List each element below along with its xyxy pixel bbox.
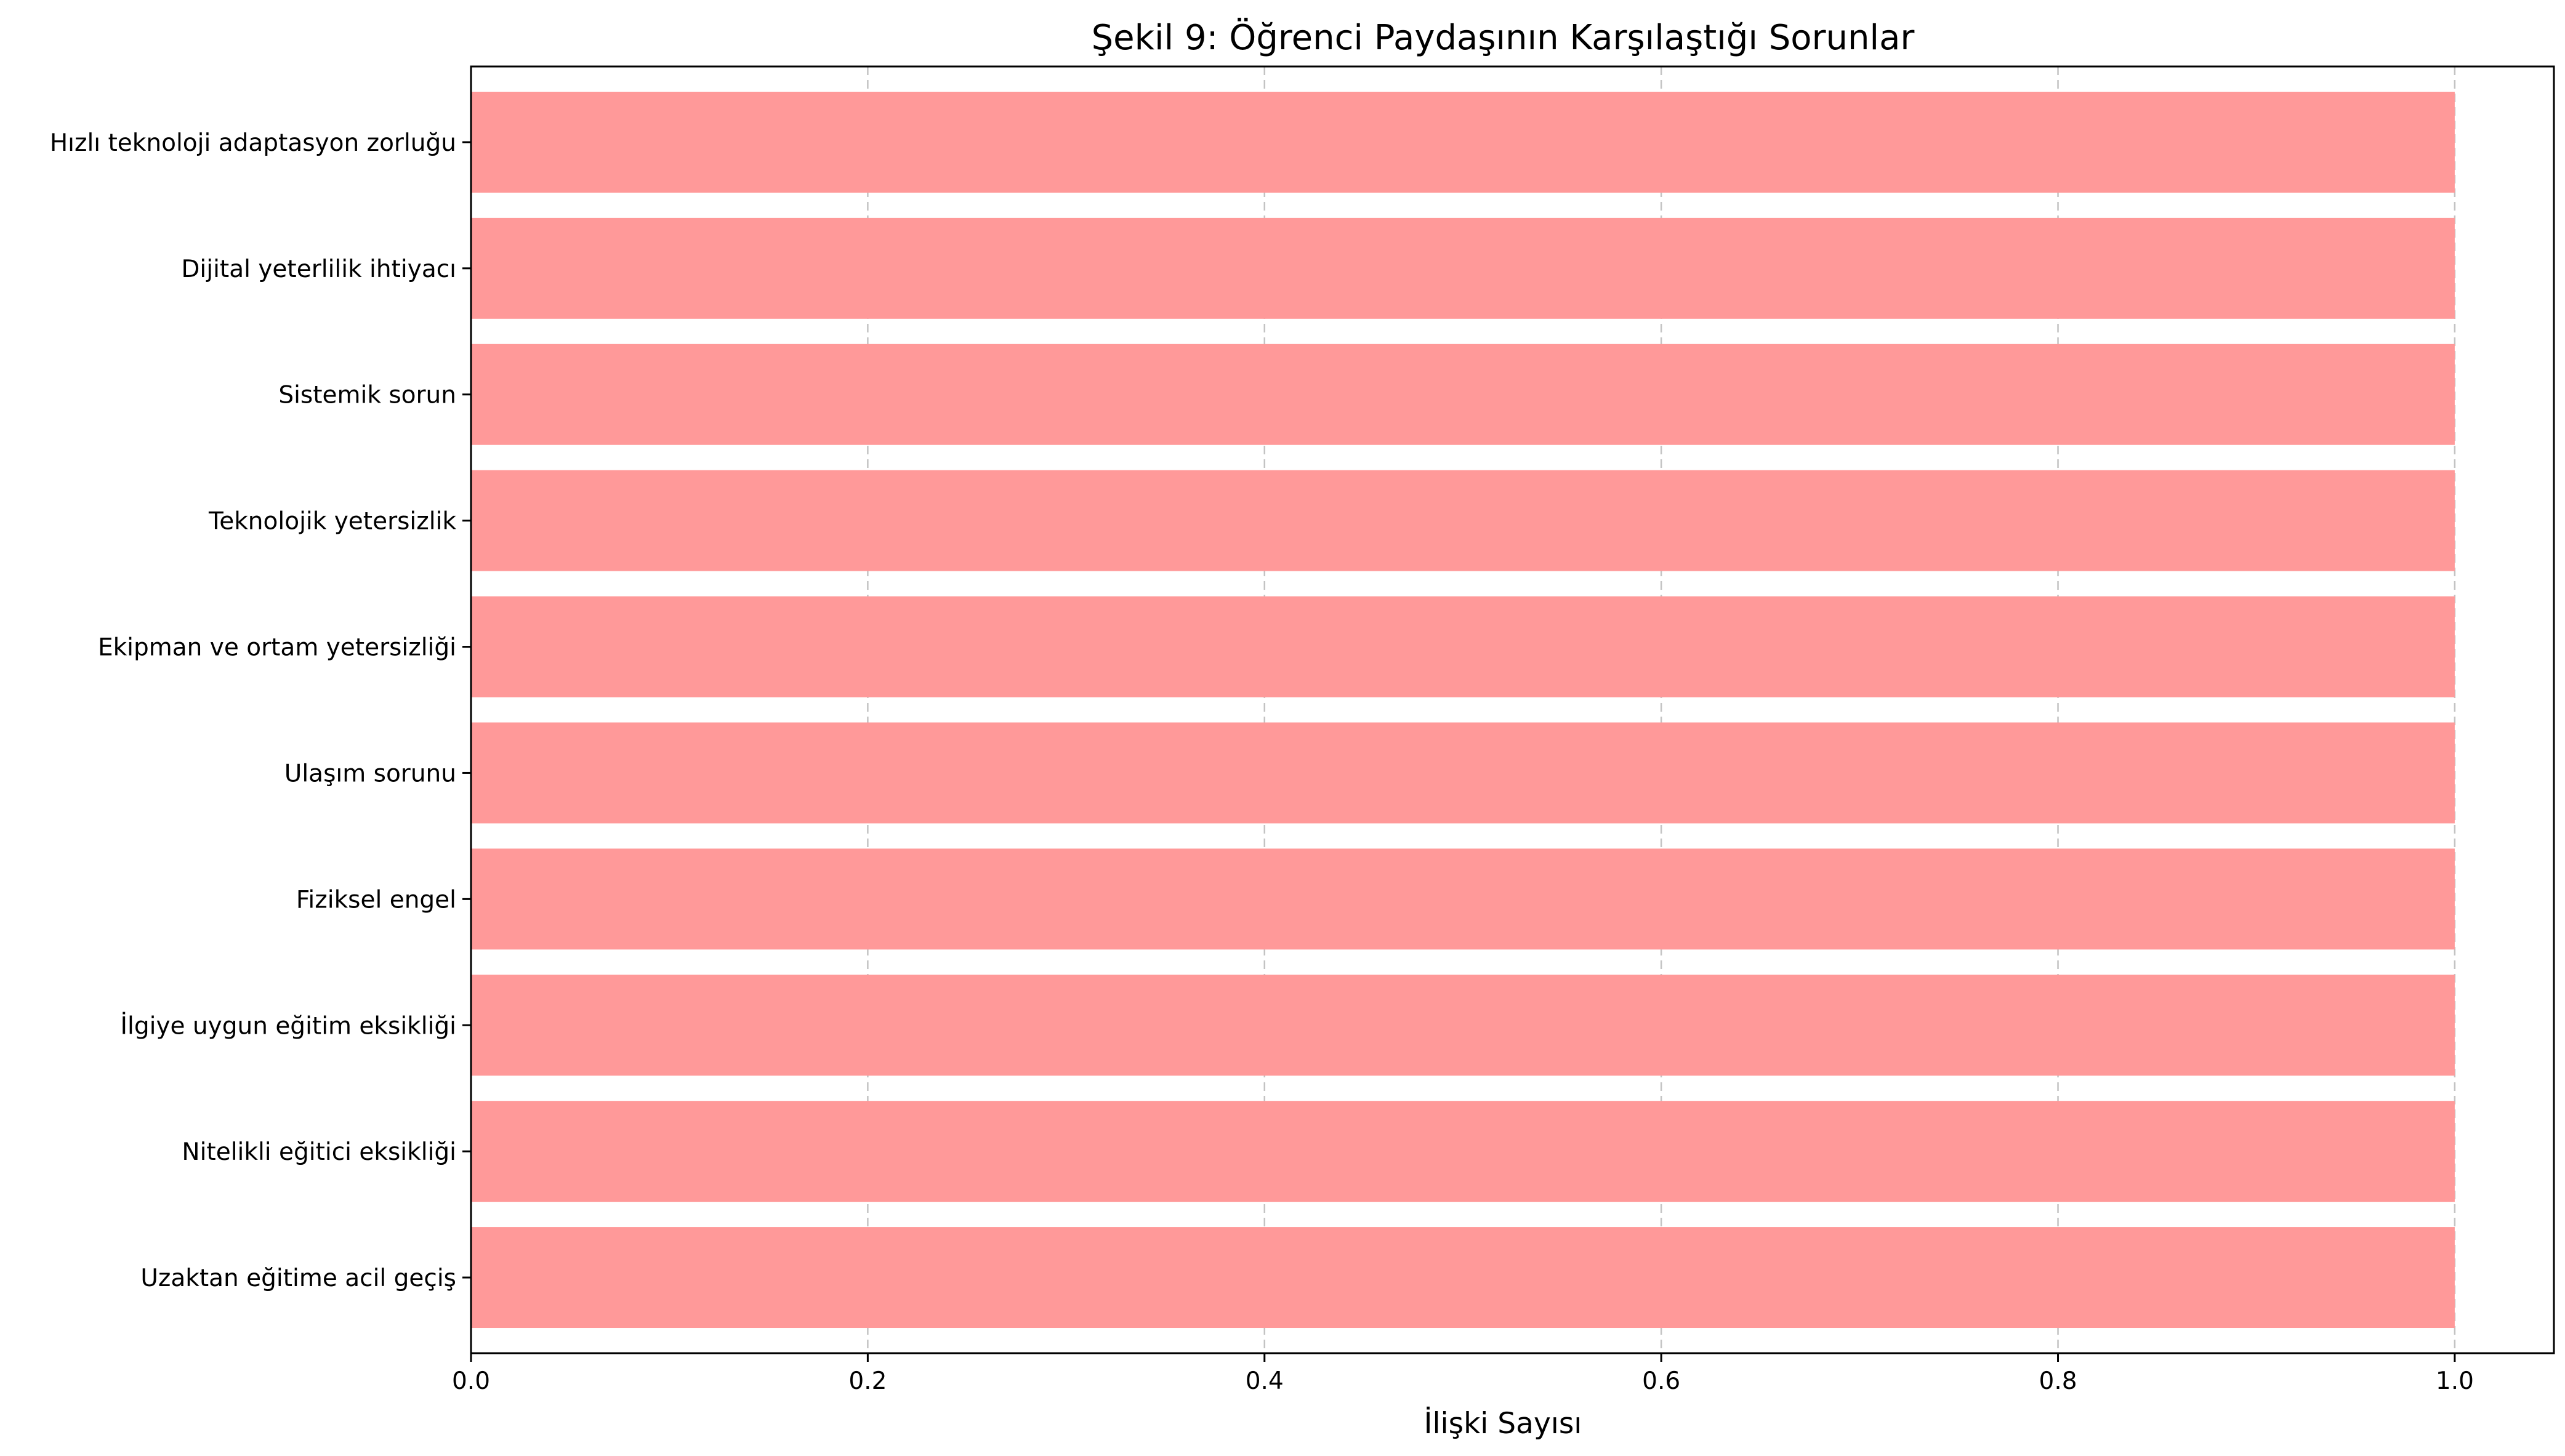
y-tick-label: Fiziksel engel: [296, 886, 456, 914]
y-tick-label: Sistemik sorun: [278, 382, 456, 409]
bar: [471, 1227, 2455, 1329]
y-tick-label: İlgiye uygun eğitim eksikliği: [121, 1012, 456, 1040]
plot-frame: [470, 65, 2555, 1354]
y-tick-label: Nitelikli eğitici eksikliği: [182, 1138, 456, 1166]
x-tick-label: 0.2: [848, 1367, 887, 1395]
x-tick-label: 0.8: [2039, 1367, 2077, 1395]
x-tick-label: 0.6: [1642, 1367, 1680, 1395]
bar: [471, 722, 2455, 824]
x-tick-label: 0.0: [452, 1367, 490, 1395]
x-ticks: 0.0 0.2 0.4 0.6 0.8 1.0: [452, 1353, 2474, 1395]
bar: [471, 975, 2455, 1076]
bar: [471, 470, 2455, 571]
bar: [471, 848, 2455, 950]
y-tick-label: Teknolojik yetersizlik: [208, 508, 456, 536]
x-tick-label: 0.4: [1246, 1367, 1284, 1395]
bar: [471, 217, 2455, 319]
y-tick-label: Ulaşım sorunu: [284, 760, 456, 787]
bar: [471, 596, 2455, 698]
y-ticks: Hızlı teknoloji adaptasyon zorluğu Dijita…: [50, 129, 471, 1292]
chart-title: Şekil 9: Öğrenci Paydaşının Karşılaştığı…: [1092, 18, 1915, 58]
bar: [471, 91, 2455, 193]
y-tick-label: Dijital yeterlilik ihtiyacı: [181, 255, 456, 283]
x-axis-label: İlişki Sayısı: [1424, 1407, 1582, 1441]
bar: [471, 344, 2455, 445]
bar: [471, 1101, 2455, 1202]
bars: [471, 91, 2455, 1329]
y-tick-label: Uzaktan eğitime acil geçiş: [140, 1265, 456, 1292]
y-tick-label: Hızlı teknoloji adaptasyon zorluğu: [50, 129, 456, 157]
y-tick-label: Ekipman ve ortam yetersizliği: [98, 634, 456, 662]
x-tick-label: 1.0: [2436, 1367, 2474, 1395]
